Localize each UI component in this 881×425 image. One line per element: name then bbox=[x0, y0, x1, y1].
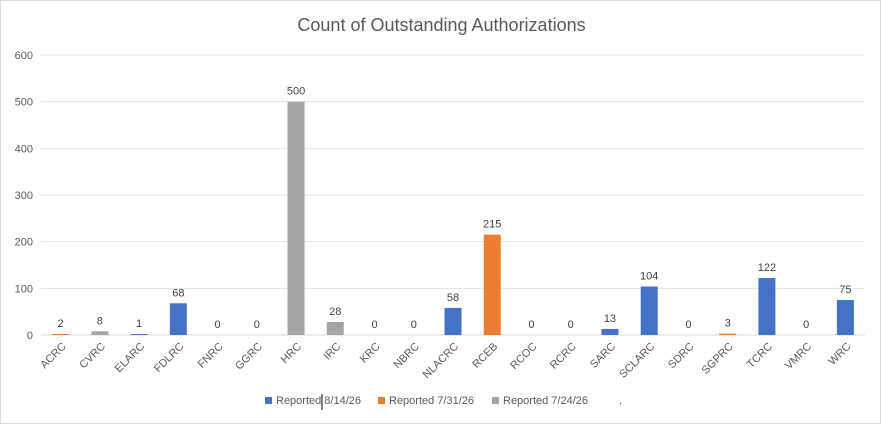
legend-trailing-mark: . bbox=[619, 395, 623, 407]
x-tick-label: SCLARC bbox=[617, 341, 657, 381]
legend-label: Reported 7/24/26 bbox=[503, 395, 589, 407]
x-tick-label: CVRC bbox=[77, 341, 108, 372]
data-label-nlacrc: 58 bbox=[447, 292, 459, 304]
x-tick-label: VMRC bbox=[783, 341, 814, 372]
bar-hrc bbox=[287, 101, 305, 336]
x-tick-label: IRC bbox=[322, 341, 344, 363]
x-tick-label: RCRC bbox=[548, 341, 579, 372]
bar-elarc bbox=[130, 334, 148, 335]
bar-cvrc bbox=[91, 331, 109, 335]
legend-item-reported-7-31: Reported 7/31/26 bbox=[378, 395, 474, 407]
data-label-sdrc: 0 bbox=[685, 319, 691, 331]
legend-swatch bbox=[265, 397, 272, 404]
y-tick-label: 0 bbox=[27, 330, 33, 342]
data-label-sgprc: 3 bbox=[725, 318, 731, 330]
legend: Reported 8/14/26 Reported 7/31/26 Report… bbox=[1, 395, 881, 411]
data-label-rcoc: 0 bbox=[528, 319, 534, 331]
data-label-irc: 28 bbox=[329, 306, 341, 318]
x-tick-label: SDRC bbox=[666, 341, 697, 372]
data-label-rceb: 215 bbox=[483, 219, 501, 231]
legend-item-reported-8-14: Reported 8/14/26 bbox=[265, 395, 361, 407]
data-label-krc: 0 bbox=[371, 319, 377, 331]
bar-sclarc bbox=[640, 286, 658, 335]
legend-swatch bbox=[492, 397, 499, 404]
x-tick-label: RCOC bbox=[508, 341, 539, 372]
x-tick-label: ACRC bbox=[38, 341, 69, 372]
data-label-hrc: 500 bbox=[287, 86, 305, 98]
legend-item-reported-7-24: Reported 7/24/26 bbox=[492, 395, 588, 407]
y-tick-label: 500 bbox=[15, 97, 33, 109]
bar-wrc bbox=[836, 300, 854, 335]
legend-swatch bbox=[378, 397, 385, 404]
x-tick-label: RCEB bbox=[470, 341, 500, 371]
data-label-wrc: 75 bbox=[839, 284, 851, 296]
data-label-fnrc: 0 bbox=[215, 319, 221, 331]
bar-fdlrc bbox=[169, 303, 187, 335]
x-tick-label: GGRC bbox=[233, 341, 265, 373]
data-label-tcrc: 122 bbox=[758, 262, 776, 274]
data-label-fdlrc: 68 bbox=[172, 287, 184, 299]
x-tick-label: KRC bbox=[358, 341, 383, 366]
y-tick-label: 300 bbox=[15, 190, 33, 202]
data-label-ggrc: 0 bbox=[254, 319, 260, 331]
bar-acrc bbox=[52, 334, 70, 335]
legend-label: Reported 8/14/26 bbox=[276, 395, 362, 407]
data-label-nbrc: 0 bbox=[411, 319, 417, 331]
data-label-sarc: 13 bbox=[604, 313, 616, 325]
y-tick-label: 400 bbox=[15, 143, 33, 155]
x-tick-label: FNRC bbox=[196, 341, 226, 371]
data-label-acrc: 2 bbox=[58, 318, 64, 330]
y-tick-label: 200 bbox=[15, 237, 33, 249]
x-tick-label: SGPRC bbox=[700, 341, 736, 377]
x-tick-label: ELARC bbox=[113, 341, 147, 375]
x-tick-label: FDLRC bbox=[152, 341, 186, 375]
data-label-sclarc: 104 bbox=[640, 270, 658, 282]
bar-irc bbox=[326, 321, 344, 335]
y-tick-label: 100 bbox=[15, 283, 33, 295]
legend-label: Reported 7/31/26 bbox=[389, 395, 475, 407]
x-tick-label: TCRC bbox=[745, 341, 775, 371]
data-label-rcrc: 0 bbox=[568, 319, 574, 331]
y-tick-label: 600 bbox=[15, 50, 33, 62]
bar-tcrc bbox=[758, 278, 776, 335]
bar-rceb bbox=[483, 234, 501, 335]
x-tick-label: NBRC bbox=[391, 341, 422, 372]
x-tick-label: WRC bbox=[826, 341, 853, 368]
data-label-cvrc: 8 bbox=[97, 315, 103, 327]
bar-nlacrc bbox=[444, 307, 462, 335]
bar-sgprc bbox=[719, 333, 737, 335]
data-label-elarc: 1 bbox=[136, 318, 142, 330]
data-label-vmrc: 0 bbox=[803, 319, 809, 331]
bar-sarc bbox=[601, 328, 619, 335]
chart-title: Count of Outstanding Authorizations bbox=[297, 15, 586, 35]
x-tick-label: HRC bbox=[279, 341, 304, 366]
x-tick-label: SARC bbox=[588, 341, 618, 371]
x-tick-label: NLACRC bbox=[421, 341, 462, 382]
